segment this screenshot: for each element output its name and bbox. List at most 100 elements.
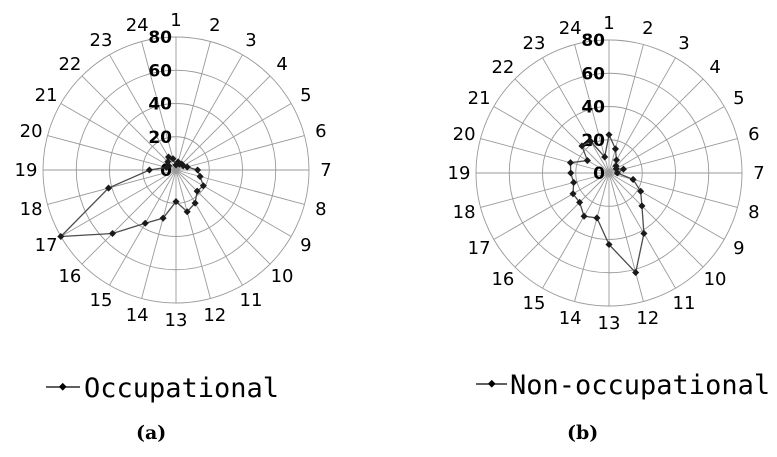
category-label: 11 bbox=[673, 293, 696, 314]
grid-spoke bbox=[60, 169, 177, 237]
data-point bbox=[640, 229, 648, 238]
category-label: 11 bbox=[240, 290, 263, 311]
grid-spoke bbox=[60, 103, 177, 171]
data-point bbox=[637, 187, 645, 195]
category-label: 5 bbox=[300, 85, 311, 106]
grid-spoke bbox=[175, 169, 211, 299]
category-label: 9 bbox=[300, 235, 311, 256]
grid-spoke bbox=[109, 169, 177, 286]
category-label: 6 bbox=[315, 121, 326, 142]
data-point bbox=[193, 187, 201, 195]
grid-spoke bbox=[608, 172, 644, 302]
grid-spoke bbox=[574, 44, 610, 174]
category-label: 9 bbox=[733, 238, 744, 259]
category-label: 12 bbox=[203, 305, 226, 326]
data-point bbox=[566, 159, 574, 167]
legend-non-occupational: Non-occupational bbox=[476, 370, 770, 401]
data-point bbox=[164, 158, 172, 166]
data-point bbox=[183, 208, 191, 216]
category-label: 16 bbox=[491, 269, 514, 290]
grid-spoke bbox=[141, 41, 177, 171]
category-label: 13 bbox=[598, 313, 621, 334]
data-point bbox=[605, 131, 613, 139]
grid-spoke bbox=[81, 169, 177, 265]
data-point bbox=[612, 156, 621, 164]
data-point bbox=[578, 142, 586, 150]
category-label: 4 bbox=[276, 54, 287, 75]
category-label: 18 bbox=[453, 202, 476, 223]
category-label: 24 bbox=[126, 15, 149, 36]
category-label: 21 bbox=[35, 85, 58, 106]
grid-spoke bbox=[175, 169, 271, 265]
data-point bbox=[199, 182, 207, 190]
grid-spoke bbox=[608, 172, 725, 240]
category-label: 24 bbox=[559, 18, 582, 39]
category-label: 7 bbox=[320, 160, 331, 181]
data-point bbox=[57, 232, 65, 241]
grid-spoke bbox=[81, 75, 177, 171]
category-label: 4 bbox=[709, 57, 720, 78]
category-label: 2 bbox=[642, 18, 653, 39]
grid-spoke bbox=[542, 172, 610, 289]
grid-spoke bbox=[608, 78, 704, 174]
data-point bbox=[601, 153, 609, 161]
category-label: 5 bbox=[733, 88, 744, 109]
grid-spoke bbox=[175, 41, 211, 171]
legend-marker-non-occupational bbox=[487, 379, 496, 388]
radial-tick-label: 80 bbox=[148, 28, 172, 48]
radial-tick-label: 40 bbox=[581, 98, 605, 118]
category-label: 18 bbox=[20, 199, 43, 220]
data-point bbox=[593, 214, 601, 222]
grid-spoke bbox=[574, 172, 610, 302]
category-label: 2 bbox=[209, 15, 220, 36]
radial-tick-label: 60 bbox=[581, 64, 605, 84]
grid-spoke bbox=[480, 138, 610, 174]
radar-chart-non-occupational: 0204060801234567891011121314151617181920… bbox=[448, 13, 765, 334]
legend-occupational: Occupational bbox=[46, 373, 279, 404]
data-point bbox=[108, 229, 117, 238]
data-point bbox=[196, 172, 204, 180]
grid-spoke bbox=[175, 103, 292, 171]
data-point bbox=[583, 156, 591, 165]
category-label: 8 bbox=[315, 199, 326, 220]
panel-label-a: (a) bbox=[136, 422, 166, 444]
grid-spoke bbox=[109, 54, 177, 171]
data-point bbox=[145, 166, 153, 174]
grid-spoke bbox=[608, 57, 676, 174]
legend-label-non-occupational: Non-occupational bbox=[510, 370, 770, 401]
category-label: 6 bbox=[748, 124, 759, 145]
data-point bbox=[194, 166, 202, 174]
grid-spoke bbox=[608, 44, 644, 174]
data-point bbox=[613, 169, 621, 177]
data-point bbox=[587, 137, 595, 145]
category-label: 23 bbox=[90, 30, 113, 51]
category-label: 20 bbox=[453, 124, 476, 145]
category-label: 14 bbox=[126, 305, 149, 326]
data-point bbox=[172, 198, 180, 206]
grid-spoke bbox=[47, 135, 177, 171]
data-point bbox=[638, 202, 646, 210]
data-point bbox=[611, 145, 619, 153]
grid-spoke bbox=[175, 54, 243, 171]
category-label: 1 bbox=[170, 10, 181, 31]
category-label: 17 bbox=[35, 235, 58, 256]
data-point bbox=[169, 155, 177, 163]
category-label: 17 bbox=[468, 238, 491, 259]
category-label: 19 bbox=[15, 160, 38, 181]
grid-spoke bbox=[141, 169, 177, 299]
data-point bbox=[580, 212, 588, 220]
grid-spoke bbox=[608, 172, 676, 289]
category-label: 10 bbox=[271, 266, 294, 287]
data-point bbox=[569, 190, 577, 198]
data-point bbox=[619, 165, 627, 173]
category-label: 23 bbox=[523, 33, 546, 54]
radial-tick-label: 20 bbox=[148, 128, 172, 148]
grid-spoke bbox=[514, 172, 610, 268]
data-point bbox=[105, 184, 113, 192]
category-label: 22 bbox=[491, 57, 514, 78]
data-point bbox=[141, 219, 149, 227]
category-label: 22 bbox=[58, 54, 81, 75]
category-label: 3 bbox=[678, 33, 689, 54]
